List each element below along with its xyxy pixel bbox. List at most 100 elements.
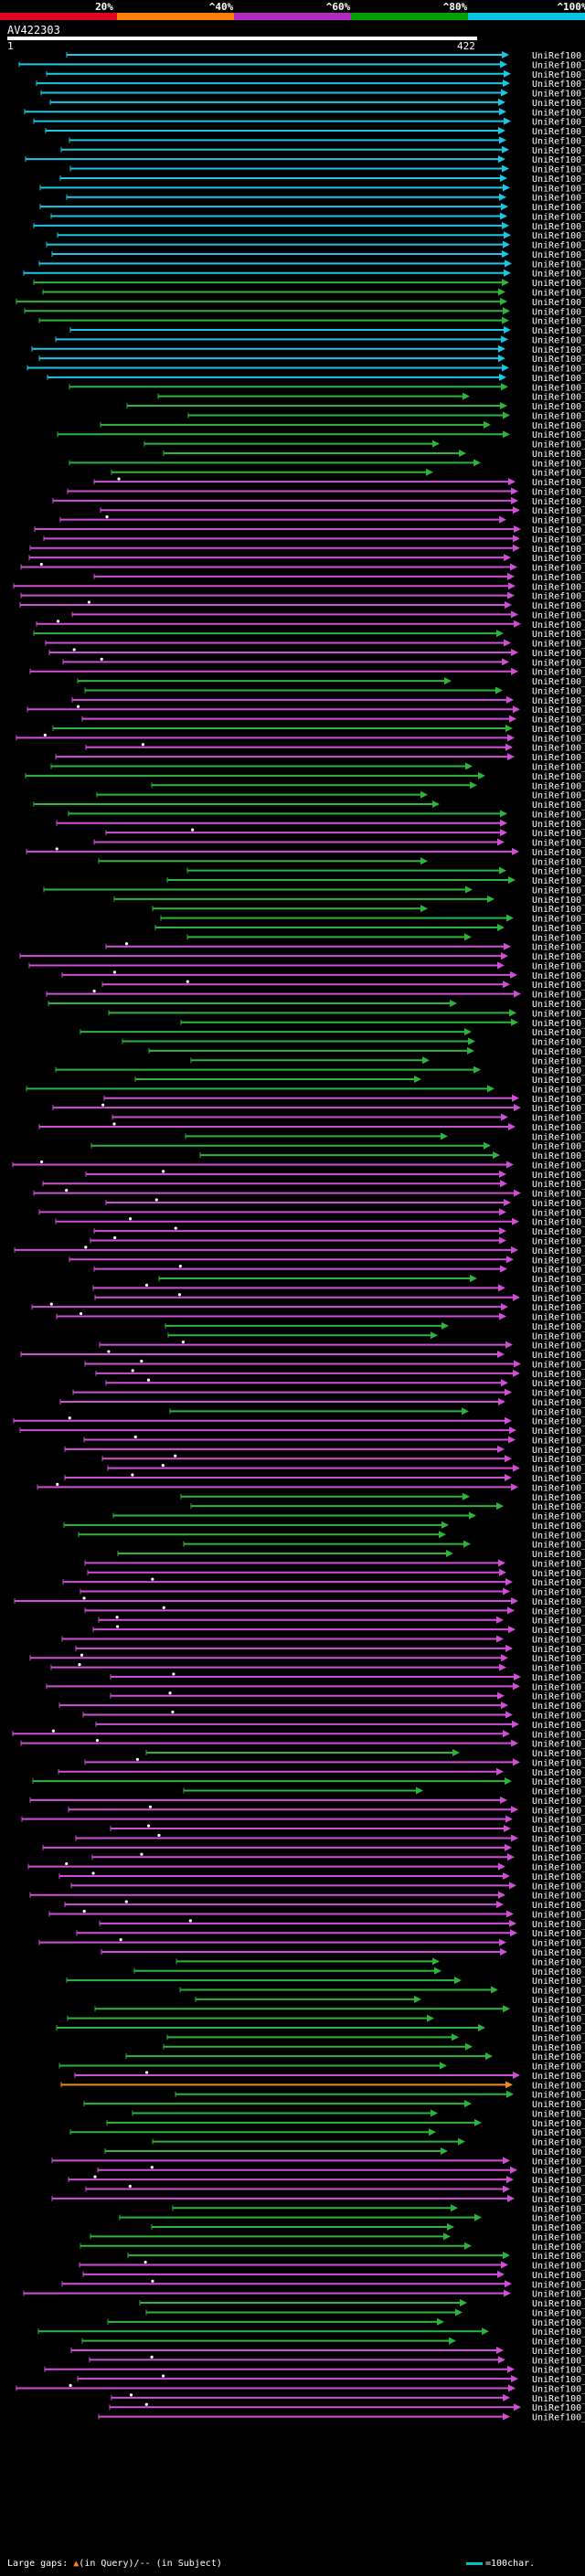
hit-row[interactable]: UniRef100_A4URF4 [85,743,585,754]
hit-name[interactable]: UniRef100_Q4W5L2 [532,118,585,128]
hit-row[interactable]: UniRef100_B4FXB0 [32,1777,585,1787]
hit-name[interactable]: UniRef100_C3UVR9 [532,2052,585,2062]
hit-name[interactable]: UniRef100_A4QPL1 [532,1834,585,1844]
hit-name[interactable]: UniRef100_C1FD94 [532,1758,585,1768]
hit-row[interactable]: UniRef100_Q9AQF6 [61,2279,585,2291]
hit-row[interactable]: UniRef100_C3UVS6 [133,1966,585,1977]
hit-row[interactable]: UniRef100_Q9S9X7 [106,2118,585,2129]
hit-row[interactable]: UniRef100_C7Y1A1 [23,2289,585,2300]
hit-row[interactable]: UniRef100_B9RME5 [48,1000,585,1010]
hit-row[interactable]: UniRef100_B9RL32 [96,790,585,801]
hit-name[interactable]: UniRef100_B4FKT7 [532,2337,585,2348]
hit-name[interactable]: UniRef100_C0PD08 [532,1303,585,1313]
hit-row[interactable]: UniRef100_B7S8Z9 [51,2157,585,2167]
hit-name[interactable]: UniRef100_A9HPH1 [532,1617,585,1627]
hit-name[interactable]: UniRef100_A9NQF7 [532,1066,585,1076]
hit-row[interactable]: UniRef100_A8YV00 [36,620,585,631]
hit-row[interactable]: UniRef100_A8J249 [163,449,585,460]
hit-row[interactable]: UniRef100_C6T4E5 [152,2137,585,2148]
hit-name[interactable]: UniRef100_A9PJB2 [532,839,585,849]
hit-name[interactable]: UniRef100_A9NP90 [532,1910,585,1920]
hit-name[interactable]: UniRef100_Q4619S [532,2128,585,2138]
hit-name[interactable]: UniRef100_Q07489 [532,1208,585,1218]
hit-name[interactable]: UniRef100_Q04081 [532,1455,585,1465]
hit-row[interactable]: UniRef100_C5Y517 [89,2355,585,2367]
hit-row[interactable]: UniRef100_C0PMK2 [51,2194,585,2205]
hit-row[interactable]: UniRef100_B3VV74 [90,2232,585,2242]
hit-row[interactable]: UniRef100_Q9ZSU1 [93,477,585,489]
hit-row[interactable]: UniRef100_C6TCH6 [99,1919,585,1930]
hit-name[interactable]: UniRef100_Q02070 [532,915,585,925]
hit-row[interactable]: UniRef100_B6SMV5 [62,657,585,669]
hit-row[interactable]: UniRef100_A8XNK4 [68,810,585,820]
hit-name[interactable]: UniRef100_A9UBE4 [532,943,585,953]
hit-row[interactable]: UniRef100_A4Z692 [75,1644,585,1655]
hit-name[interactable]: UniRef100_C0PMK2 [532,2195,585,2205]
hit-row[interactable]: UniRef100_Q84X09 [33,800,585,811]
hit-row[interactable]: UniRef100_A9UBE4 [105,942,585,953]
hit-row[interactable]: UniRef100_C1EDC9 [20,591,585,602]
hit-name[interactable]: UniRef100_C4YN32 [532,876,585,886]
hit-name[interactable]: UniRef100_C1MK08 [532,1673,585,1683]
hit-name[interactable]: UniRef100_Q53083 [532,2384,585,2394]
hit-row[interactable]: UniRef100_A2SY47 [70,2346,585,2357]
hit-row[interactable]: UniRef100_C1FEJ5 [52,1103,585,1115]
hit-row[interactable]: UniRef100_A7QN10 [158,1275,585,1285]
hit-name[interactable]: UniRef100_A4Y2Q1 [532,1218,585,1228]
hit-row[interactable]: UniRef100_C5SV41 [112,1113,585,1124]
hit-name[interactable]: UniRef100_P27524 [532,1701,585,1712]
hit-row[interactable]: UniRef100_Q53081 [111,2393,585,2404]
hit-name[interactable]: UniRef100_Q75YZ0 [532,1398,585,1408]
hit-row[interactable]: UniRef100_Q6YWJ7 [67,487,585,497]
hit-row[interactable]: UniRef100_B7S8N0 [97,2166,585,2177]
hit-row[interactable]: UniRef100_A4Y2Q1 [55,1217,585,1228]
hit-row[interactable]: UniRef100_B9GTN8 [29,667,585,678]
hit-name[interactable]: UniRef100_A7S150 [532,1578,585,1588]
hit-row[interactable]: UniRef100_Q9LMB1 [50,762,585,773]
hit-row[interactable]: UniRef100_Q9SVX7 [77,2374,585,2386]
hit-row[interactable]: UniRef100_B8B7R8 [28,961,585,971]
hit-name[interactable]: UniRef100_C5Y7D2 [532,2318,585,2328]
hit-row[interactable]: UniRef100_A4QPM2 [21,1815,585,1826]
hit-row[interactable]: UniRef100_A4QP11 [84,1606,585,1617]
hit-row[interactable]: UniRef100_C5XW47 [46,240,585,251]
hit-name[interactable]: UniRef100_Q9LM02 [532,2100,585,2110]
hit-row[interactable]: UniRef100_A9TJ23 [16,733,585,745]
hit-name[interactable]: UniRef100_B6TG37 [532,1853,585,1863]
hit-row[interactable]: UniRef100_Q9LM02 [83,2100,585,2110]
hit-name[interactable]: UniRef100_B9P516 [532,1929,585,1939]
hit-name[interactable]: UniRef100_Q9SSS1 [532,885,585,896]
hit-name[interactable]: UniRef100_A8YV00 [532,620,585,631]
hit-name[interactable]: UniRef100_B8B7R8 [532,961,585,971]
hit-row[interactable]: UniRef100_B4F7Y9 [183,1786,585,1797]
hit-name[interactable]: UniRef100_Q2TLM8 [532,1313,585,1323]
hit-name[interactable]: UniRef100_A2SY40 [532,2271,585,2281]
hit-name[interactable]: UniRef100_Q9S9X7 [532,2119,585,2129]
hit-name[interactable]: UniRef100_C5SV41 [532,1114,585,1124]
hit-row[interactable]: UniRef100_A4QPD4 [79,2260,585,2272]
hit-name[interactable]: UniRef100_A6SXC8 [532,1569,585,1579]
hit-name[interactable]: UniRef100_B6BDF0 [532,554,585,564]
hit-row[interactable]: UniRef100_A9TJ99 [55,335,585,345]
hit-row[interactable]: UniRef100_Q9C5R7 [66,193,585,204]
hit-name[interactable]: UniRef100_B9GZP7 [532,829,585,839]
hit-row[interactable]: UniRef100_Q02069 [50,212,585,222]
hit-name[interactable]: UniRef100_Q9LXC7 [532,1085,585,1095]
hit-name[interactable]: UniRef100_A8KC16 [532,203,585,213]
hit-name[interactable]: UniRef100_Q9SVX7 [532,2375,585,2385]
hit-name[interactable]: UniRef100_C3UVS6 [532,1967,585,1977]
hit-name[interactable]: UniRef100_A4QPD4 [532,2262,585,2272]
hit-row[interactable]: UniRef100_A8QU53 [33,1189,585,1200]
hit-name[interactable]: UniRef100_C5TL69 [532,924,585,934]
hit-name[interactable]: UniRef100_A2YVJ1 [532,525,585,535]
hit-row[interactable]: UniRef100_A9NP90 [48,1909,585,1921]
hit-row[interactable]: UniRef100_C4YN32 [166,876,585,886]
hit-row[interactable]: UniRef100_B9T4T2 [36,80,585,90]
hit-row[interactable]: UniRef100_C1N4J0 [169,1407,585,1417]
hit-name[interactable]: UniRef100_Q43405 [532,716,585,726]
hit-row[interactable]: UniRef100_Q01667 [59,174,585,185]
hit-name[interactable]: UniRef100_B9GML1 [532,1009,585,1019]
hit-row[interactable]: UniRef100_Q5Z498 [38,260,585,270]
hit-row[interactable]: UniRef100_A2SY16 [70,1882,585,1892]
hit-row[interactable]: UniRef100_C1N713 [107,1464,585,1475]
